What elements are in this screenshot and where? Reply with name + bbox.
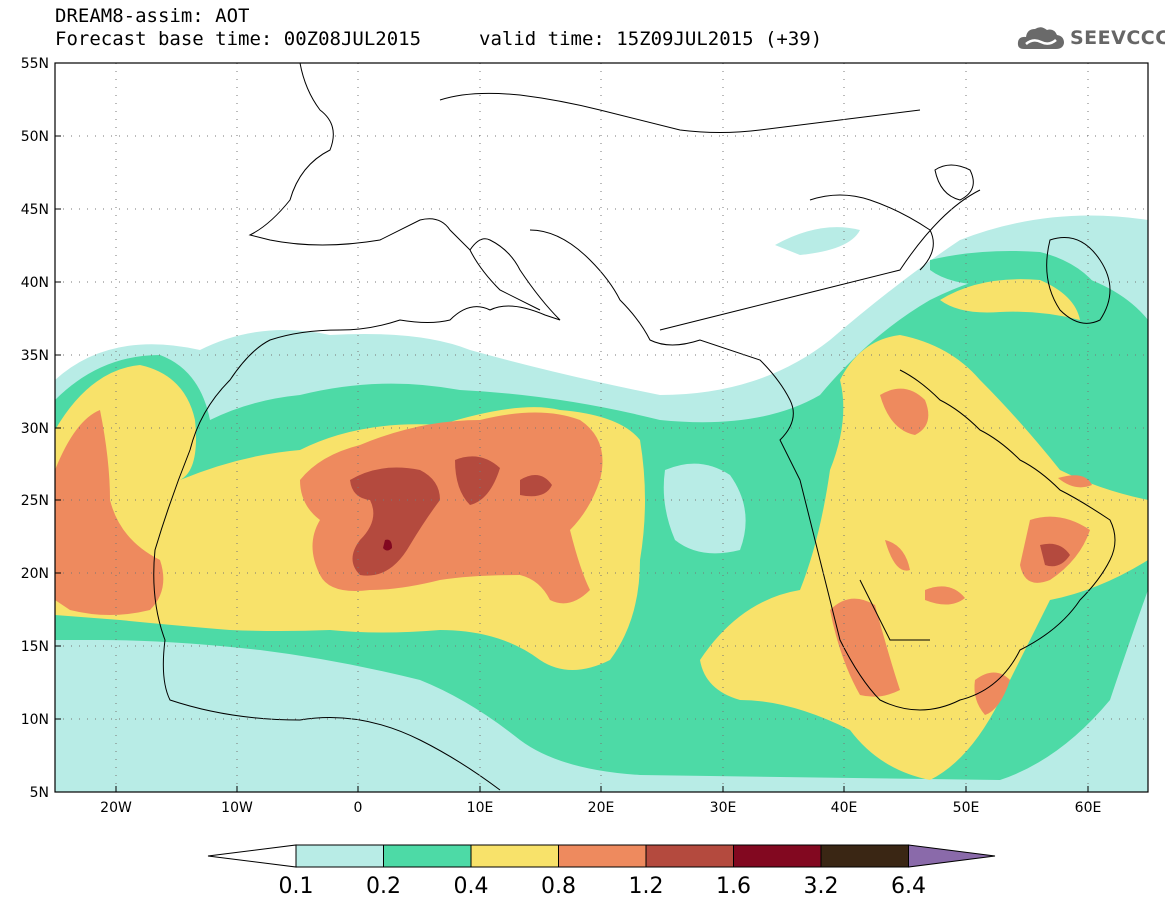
- lon-label: 0: [354, 800, 363, 816]
- colorbar-extend-high: [908, 844, 996, 868]
- lon-label: 10E: [467, 800, 494, 816]
- forecast-base-time: Forecast base time: 00Z08JUL2015: [55, 28, 422, 50]
- lat-label: 25N: [21, 493, 49, 509]
- lat-label: 20N: [21, 566, 49, 582]
- colorbar-label: 3.2: [804, 874, 839, 899]
- colorbar-segment: [558, 844, 647, 868]
- aot-level-0.1-egypt: [663, 463, 746, 554]
- lat-label: 50N: [21, 129, 49, 145]
- lon-tick-marks: [115, 786, 1089, 792]
- lat-labels: 55N 50N 45N 40N 35N 30N 25N 20N 15N 10N …: [21, 56, 49, 801]
- colorbar-segment: [733, 844, 822, 868]
- colorbar-segment: [383, 844, 472, 868]
- lat-tick-marks: [55, 62, 61, 793]
- lon-label: 40E: [831, 800, 858, 816]
- colorbar-segment: [645, 844, 734, 868]
- colorbar-label: 1.6: [716, 874, 751, 899]
- seevccc-logo: SEEVCCC: [1016, 22, 1165, 54]
- colorbar-segment: [820, 844, 909, 868]
- lon-label: 10W: [221, 800, 253, 816]
- lon-label: 60E: [1075, 800, 1102, 816]
- lat-label: 45N: [21, 202, 49, 218]
- colorbar-label: 6.4: [891, 874, 926, 899]
- colorbar-segment: [470, 844, 559, 868]
- logo-text: SEEVCCC: [1070, 27, 1165, 49]
- colorbar-extend-low: [207, 844, 297, 868]
- coastlines: [153, 63, 1116, 791]
- colorbar-label: 0.4: [454, 874, 489, 899]
- lat-label: 35N: [21, 348, 49, 364]
- valid-time: valid time: 15Z09JUL2015 (+39): [479, 28, 823, 50]
- colorbar-label: 0.8: [541, 874, 576, 899]
- colorbar-labels: 0.1 0.2 0.4 0.8 1.2 1.6 3.2 6.4: [279, 874, 927, 899]
- lat-label: 15N: [21, 639, 49, 655]
- colorbar-label: 0.2: [366, 874, 401, 899]
- lat-label: 10N: [21, 712, 49, 728]
- aot-level-1.2: [350, 456, 1070, 576]
- lon-labels: 20W 10W 0 10E 20E 30E 40E 50E 60E: [100, 800, 1101, 816]
- colorbar: [207, 844, 996, 868]
- lat-label: 30N: [21, 421, 49, 437]
- aot-level-1.6: [383, 539, 392, 551]
- lon-label: 20W: [100, 800, 132, 816]
- map-title: DREAM8-assim: AOT: [55, 5, 250, 27]
- lat-label: 40N: [21, 275, 49, 291]
- lon-label: 30E: [710, 800, 737, 816]
- colorbar-label: 0.1: [279, 874, 314, 899]
- lat-label: 55N: [21, 56, 49, 72]
- lon-label: 50E: [953, 800, 980, 816]
- lon-label: 20E: [588, 800, 615, 816]
- lat-label: 5N: [30, 785, 49, 801]
- colorbar-label: 1.2: [629, 874, 664, 899]
- cloud-icon: [1017, 27, 1064, 49]
- colorbar-segment: [295, 844, 384, 868]
